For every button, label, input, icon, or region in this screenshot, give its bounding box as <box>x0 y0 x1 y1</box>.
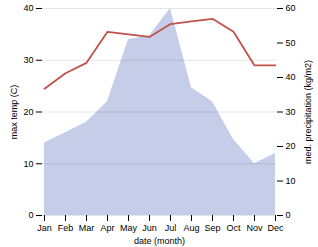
svg-text:Jul: Jul <box>165 223 177 233</box>
svg-text:date (month): date (month) <box>134 236 185 246</box>
svg-text:10: 10 <box>23 159 33 169</box>
svg-text:max temp (C): max temp (C) <box>9 85 19 140</box>
svg-text:Mar: Mar <box>79 223 95 233</box>
svg-text:med. precipitation (kg/m2): med. precipitation (kg/m2) <box>303 60 313 164</box>
svg-text:40: 40 <box>23 3 33 13</box>
svg-text:0: 0 <box>286 210 291 220</box>
svg-text:20: 20 <box>286 141 296 151</box>
svg-text:30: 30 <box>23 55 33 65</box>
svg-text:Dec: Dec <box>267 223 284 233</box>
svg-text:50: 50 <box>286 38 296 48</box>
svg-text:10: 10 <box>286 176 296 186</box>
svg-text:Nov: Nov <box>246 223 263 233</box>
svg-text:40: 40 <box>286 72 296 82</box>
svg-text:Sep: Sep <box>204 223 220 233</box>
svg-text:Jun: Jun <box>142 223 157 233</box>
svg-text:Aug: Aug <box>183 223 199 233</box>
svg-text:20: 20 <box>23 107 33 117</box>
svg-text:0: 0 <box>28 210 33 220</box>
svg-text:Oct: Oct <box>226 223 241 233</box>
svg-text:Feb: Feb <box>58 223 74 233</box>
svg-text:60: 60 <box>286 3 296 13</box>
svg-text:Apr: Apr <box>100 223 114 233</box>
svg-text:May: May <box>120 223 138 233</box>
svg-text:Jan: Jan <box>37 223 52 233</box>
svg-text:30: 30 <box>286 107 296 117</box>
